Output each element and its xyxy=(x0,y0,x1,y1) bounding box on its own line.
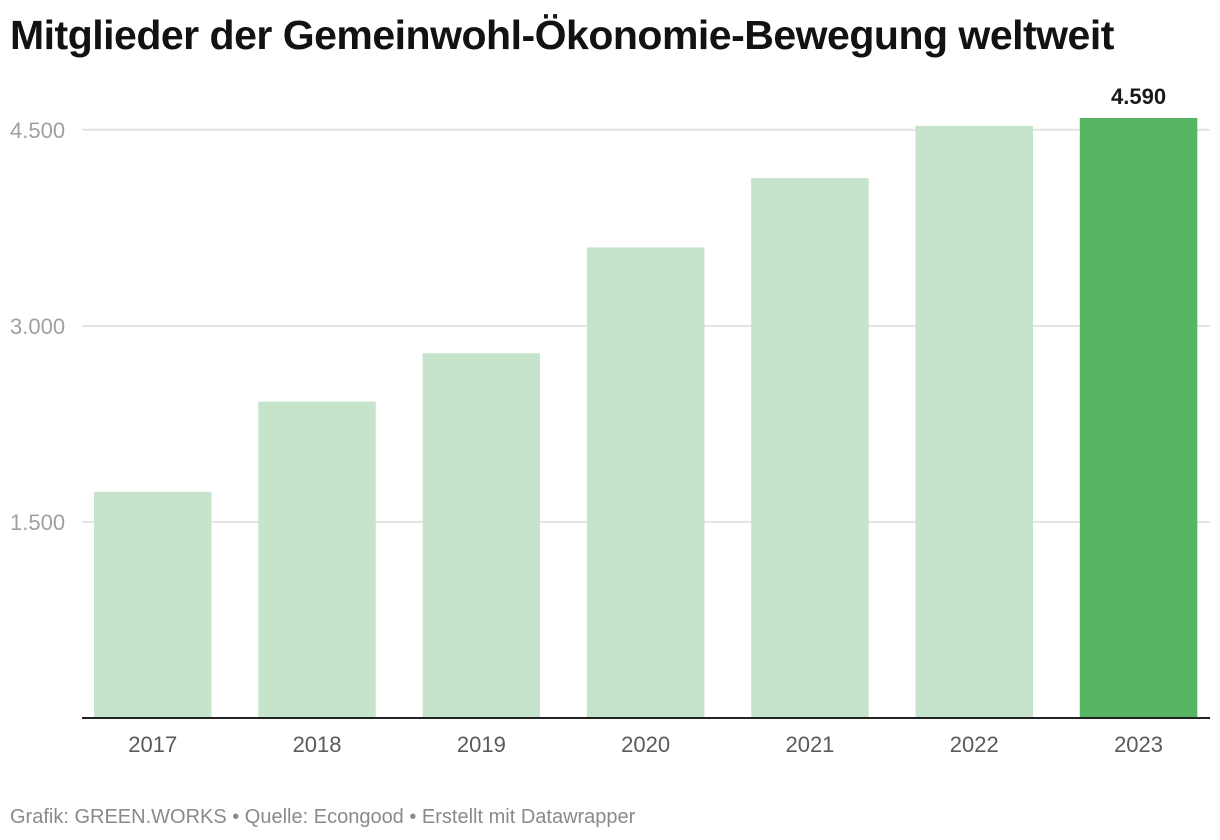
x-tick-label: 2020 xyxy=(621,732,670,757)
x-tick-label: 2018 xyxy=(293,732,342,757)
bar-2018 xyxy=(258,401,376,718)
y-tick-label: 4.500 xyxy=(10,118,65,143)
bar-2020 xyxy=(586,247,705,719)
bar-2017 xyxy=(94,491,212,718)
bar-2022 xyxy=(915,125,1033,718)
x-tick-label: 2017 xyxy=(128,732,177,757)
bars xyxy=(94,118,1198,719)
y-tick-label: 1.500 xyxy=(10,510,65,535)
data-label: 4.590 xyxy=(1111,84,1166,109)
bar-2023 xyxy=(1079,118,1198,718)
chart-footer: Grafik: GREEN.WORKS • Quelle: Econgood •… xyxy=(10,806,636,828)
y-tick-label: 3.000 xyxy=(10,314,65,339)
labels: 1.500 3.000 4.500 2017 2018 2019 2020 2021 2022 2… xyxy=(10,84,1166,757)
bar-2019 xyxy=(422,353,541,718)
chart-title: Mitglieder der Gemeinwohl-Ökonomie-Beweg… xyxy=(10,12,1114,58)
x-tick-label: 2023 xyxy=(1114,732,1163,757)
x-tick-label: 2021 xyxy=(785,732,834,757)
x-tick-label: 2022 xyxy=(950,732,999,757)
bar-2021 xyxy=(751,178,869,718)
x-tick-label: 2019 xyxy=(457,732,506,757)
